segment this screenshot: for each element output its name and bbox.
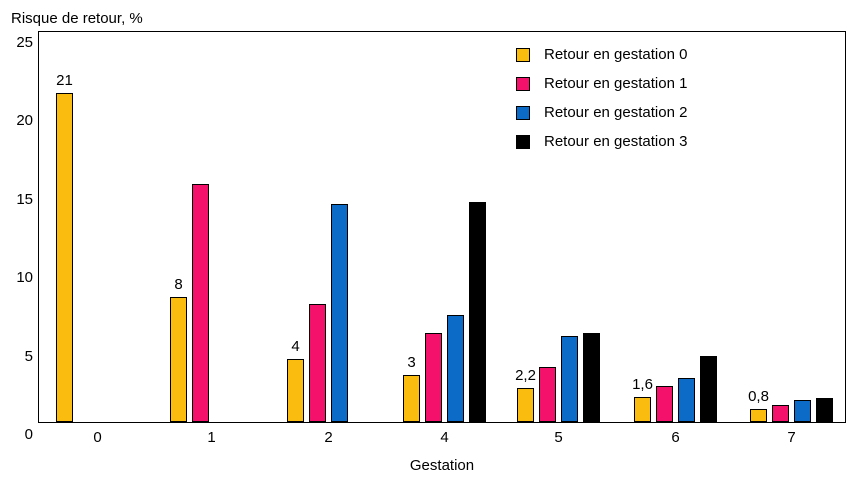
legend-label: Retour en gestation 1	[544, 75, 688, 92]
legend: Retour en gestation 0 Retour en gestation…	[516, 45, 687, 161]
x-axis-tick-label: 6	[671, 429, 680, 446]
y-axis-tick-label: 0	[24, 426, 33, 443]
bar-series0-gestation-6	[634, 397, 651, 422]
bar-group-gestation-4	[403, 32, 486, 422]
y-axis-tick-label: 10	[16, 269, 33, 287]
bar-value-label: 21	[56, 72, 73, 89]
bar-series1-gestation-2	[309, 304, 326, 422]
plot-area	[38, 31, 846, 423]
bar-series3-gestation-6	[700, 356, 717, 422]
y-axis-tick-label: 20	[16, 112, 33, 130]
x-axis-tick-label: 7	[787, 429, 796, 446]
bar-series2-gestation-7	[794, 400, 811, 422]
bar-group-gestation-6	[634, 32, 717, 422]
bar-series1-gestation-4	[425, 333, 442, 422]
bar-series2-gestation-5	[561, 336, 578, 422]
bar-group-gestation-7	[750, 32, 833, 422]
bar-value-label: 3	[407, 354, 416, 371]
x-axis-tick-label: 4	[440, 429, 449, 446]
x-axis-tick-label: 2	[324, 429, 333, 446]
bar-series0-gestation-4	[403, 375, 420, 422]
legend-item: Retour en gestation 1	[516, 74, 687, 93]
bar-series1-gestation-6	[656, 386, 673, 422]
bar-series1-gestation-7	[772, 405, 789, 422]
bar-value-label: 4	[291, 338, 300, 355]
legend-label: Retour en gestation 3	[544, 133, 688, 150]
bar-series0-gestation-2	[287, 359, 304, 422]
y-axis-tick-label: 5	[24, 347, 33, 365]
bar-group-gestation-2	[287, 32, 370, 422]
bar-series2-gestation-2	[331, 204, 348, 422]
bar-series0-gestation-7	[750, 409, 767, 422]
legend-swatch-icon	[516, 134, 530, 149]
bar-series2-gestation-6	[678, 378, 695, 422]
bar-value-label: 2,2	[515, 367, 536, 384]
bar-group-gestation-1	[170, 32, 253, 422]
legend-swatch-icon	[516, 47, 530, 62]
bar-group-gestation-0	[56, 32, 139, 422]
bar-series0-gestation-5	[517, 388, 534, 422]
bar-series3-gestation-5	[583, 333, 600, 422]
legend-label: Retour en gestation 0	[544, 46, 688, 63]
y-axis-tick-label: 25	[16, 34, 33, 51]
legend-swatch-icon	[516, 76, 530, 91]
bar-value-label: 1,6	[632, 376, 653, 393]
legend-label: Retour en gestation 2	[544, 104, 688, 121]
x-axis-tick-label: 1	[207, 429, 216, 446]
bar-group-gestation-5	[517, 32, 600, 422]
bar-series1-gestation-1	[192, 184, 209, 422]
bar-series0-gestation-1	[170, 297, 187, 422]
x-axis-tick-label: 0	[93, 429, 102, 446]
bar-series0-gestation-0	[56, 93, 73, 422]
legend-item: Retour en gestation 3	[516, 132, 687, 151]
x-axis-tick-label: 5	[554, 429, 563, 446]
bar-value-label: 8	[174, 276, 183, 293]
y-axis-tick-label: 15	[16, 190, 33, 208]
bar-series3-gestation-7	[816, 398, 833, 422]
bar-value-label: 0,8	[748, 388, 769, 405]
legend-item: Retour en gestation 0	[516, 45, 687, 64]
bar-series3-gestation-4	[469, 202, 486, 422]
legend-swatch-icon	[516, 105, 530, 120]
bar-series2-gestation-4	[447, 315, 464, 422]
legend-item: Retour en gestation 2	[516, 103, 687, 122]
chart-title: Risque de retour, %	[11, 10, 143, 27]
x-axis-title: Gestation	[409, 457, 475, 474]
bar-series1-gestation-5	[539, 367, 556, 422]
